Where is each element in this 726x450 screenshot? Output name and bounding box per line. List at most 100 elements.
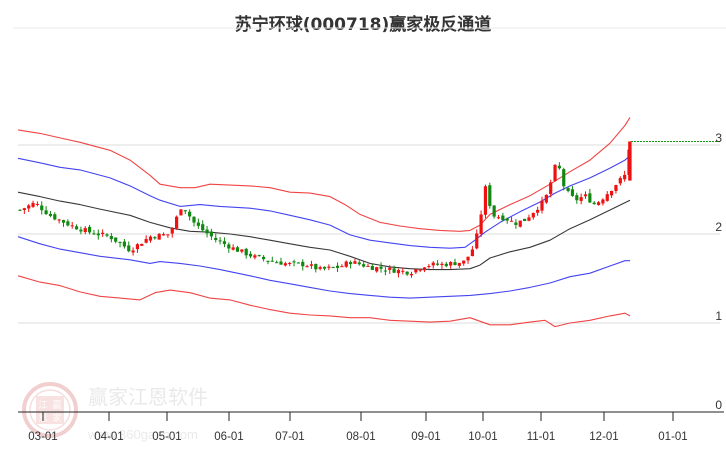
candle-up bbox=[179, 209, 183, 216]
candle-up bbox=[401, 270, 405, 272]
candle-down bbox=[523, 218, 527, 221]
candle-down bbox=[40, 205, 44, 211]
candle-up bbox=[579, 197, 583, 201]
candle-up bbox=[57, 219, 61, 221]
candle-down bbox=[214, 237, 218, 241]
candle-up bbox=[309, 264, 314, 266]
candle-down bbox=[270, 260, 274, 262]
candle-down bbox=[357, 262, 361, 265]
candle-down bbox=[444, 263, 448, 267]
lower-outer-band-line bbox=[17, 275, 631, 328]
candle-up bbox=[161, 234, 166, 236]
candle-down bbox=[209, 231, 213, 237]
candle-up bbox=[353, 261, 357, 264]
candle-up bbox=[614, 185, 618, 191]
candle-up bbox=[166, 234, 170, 236]
candle-up bbox=[422, 267, 427, 271]
candle-up bbox=[366, 265, 370, 267]
candle-down bbox=[322, 266, 327, 269]
candle-down bbox=[570, 189, 575, 196]
candle-up bbox=[618, 178, 622, 184]
svg-text:家: 家 bbox=[52, 412, 61, 424]
candle-down bbox=[514, 222, 518, 225]
svg-text:江: 江 bbox=[38, 400, 47, 411]
candle-up bbox=[288, 262, 292, 264]
candle-up bbox=[327, 266, 331, 268]
candle-up bbox=[470, 249, 474, 257]
candle-up bbox=[518, 220, 522, 227]
candle-down bbox=[48, 213, 53, 216]
candle-up bbox=[231, 247, 235, 250]
candle-up bbox=[31, 202, 35, 207]
candle-up bbox=[462, 260, 466, 264]
candle-down bbox=[505, 218, 509, 221]
candle-up bbox=[305, 266, 309, 268]
candle-down bbox=[127, 245, 131, 252]
x-tick-label: 11-01 bbox=[527, 431, 556, 443]
candle-down bbox=[44, 210, 48, 215]
candle-down bbox=[301, 261, 305, 267]
candle-down bbox=[262, 256, 266, 260]
candle-down bbox=[218, 240, 222, 242]
candle-up bbox=[496, 217, 501, 219]
candle-down bbox=[196, 222, 200, 226]
candle-down bbox=[331, 267, 335, 269]
candle-down bbox=[227, 244, 231, 249]
candle-down bbox=[588, 193, 592, 203]
candle-up bbox=[170, 228, 174, 234]
candle-down bbox=[275, 262, 279, 264]
candle-up bbox=[536, 209, 540, 213]
candle-up bbox=[596, 202, 601, 205]
candle-down bbox=[118, 241, 122, 243]
candle-down bbox=[201, 224, 205, 231]
candle-down bbox=[248, 253, 253, 257]
candle-up bbox=[418, 269, 422, 271]
x-tick-label: 03-01 bbox=[28, 431, 57, 443]
candle-down bbox=[79, 229, 83, 232]
candle-down bbox=[392, 268, 396, 273]
candle-down bbox=[66, 221, 70, 226]
candle-down bbox=[405, 271, 409, 275]
candle-up bbox=[409, 273, 414, 276]
candle-up bbox=[527, 217, 531, 221]
x-tick-label: 09-01 bbox=[411, 431, 440, 443]
candle-down bbox=[436, 263, 440, 265]
candle-down bbox=[379, 266, 383, 269]
middle-line-line bbox=[17, 191, 631, 271]
candle-up bbox=[479, 214, 483, 234]
candle-down bbox=[92, 233, 96, 235]
candle-up bbox=[540, 200, 544, 211]
candle-down bbox=[383, 270, 387, 272]
candle-down bbox=[314, 264, 318, 270]
candle-down bbox=[192, 216, 196, 223]
candlesticks bbox=[18, 141, 632, 278]
candle-up bbox=[531, 212, 535, 218]
candle-up bbox=[610, 190, 614, 196]
seal-icon: 江 赢 恩 家 bbox=[22, 382, 78, 438]
candle-down bbox=[266, 260, 270, 262]
candle-down bbox=[105, 234, 109, 236]
channel-lines bbox=[17, 117, 631, 328]
candle-down bbox=[257, 255, 261, 257]
candle-up bbox=[475, 233, 479, 249]
candle-up bbox=[283, 263, 287, 266]
x-tick-label: 10-01 bbox=[468, 431, 497, 443]
candle-down bbox=[362, 264, 366, 267]
candle-up bbox=[457, 262, 461, 266]
candle-down bbox=[566, 188, 570, 192]
candle-down bbox=[153, 237, 157, 239]
candle-down bbox=[370, 265, 374, 270]
gridlines bbox=[18, 144, 720, 324]
candle-up bbox=[70, 225, 74, 227]
candle-down bbox=[279, 261, 283, 265]
candle-down bbox=[296, 262, 300, 264]
candle-up bbox=[148, 236, 153, 241]
candle-up-last bbox=[628, 141, 632, 181]
candle-up bbox=[135, 244, 140, 250]
candle-down bbox=[114, 237, 118, 242]
chart-title: 苏宁环球(000718)赢家极反通道 bbox=[234, 15, 492, 35]
y-tick-label: 3 bbox=[715, 131, 722, 145]
candle-down bbox=[188, 211, 192, 217]
candle-down bbox=[557, 165, 561, 169]
